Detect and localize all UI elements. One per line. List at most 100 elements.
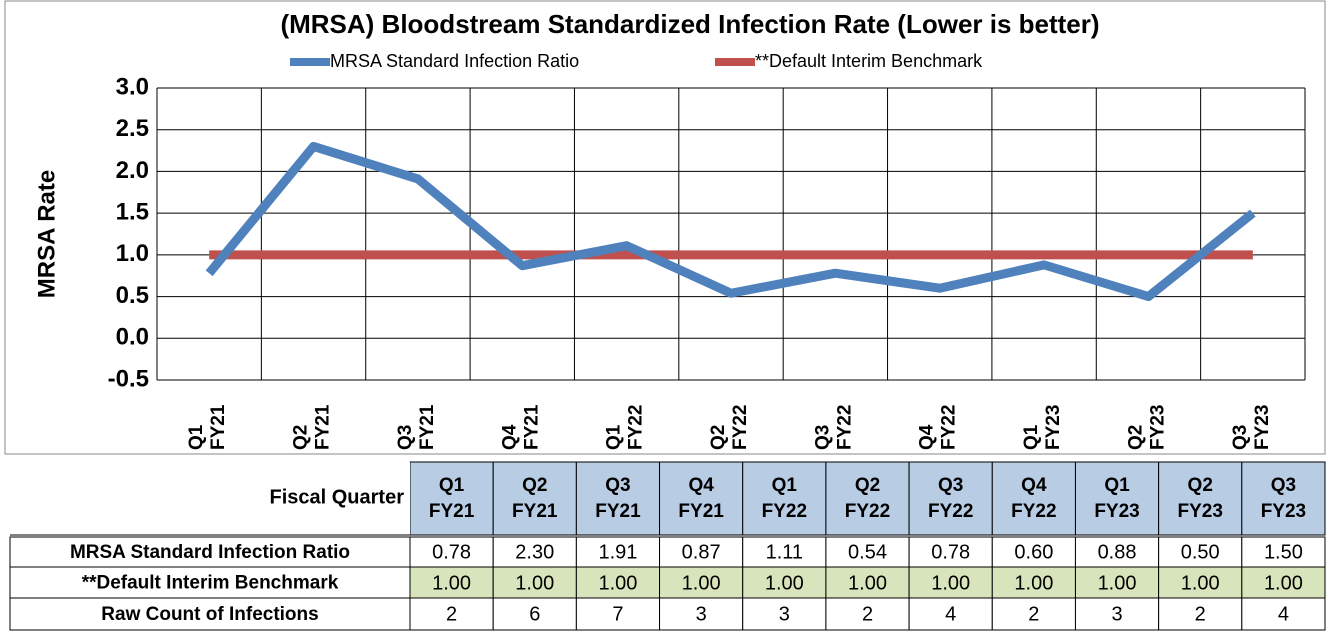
- table-value: 3: [696, 603, 707, 625]
- x-tick-label: Q1FY22: [604, 405, 647, 450]
- x-tick-label: Q2FY21: [291, 404, 334, 450]
- y-axis-label: MRSA Rate: [33, 170, 60, 298]
- table-cell: [742, 461, 827, 536]
- table-value: 6: [529, 603, 540, 625]
- table-cell: [1074, 597, 1160, 631]
- table-row-label: Raw Count of Infections: [101, 604, 318, 625]
- table-cell: [1241, 461, 1326, 536]
- table-value: 2.30: [515, 541, 554, 563]
- table-value: 0.78: [432, 541, 471, 563]
- table-header: Q2 FY22: [845, 475, 890, 522]
- table-cell: [742, 597, 827, 631]
- table-header: Q4 FY21: [678, 475, 724, 522]
- table-value: 1.00: [1181, 572, 1220, 594]
- table-value: 1.00: [598, 572, 637, 594]
- x-tick-label: Q4FY21: [499, 404, 542, 450]
- table-cell: [908, 597, 993, 631]
- table-header: Q1 FY21: [429, 475, 475, 522]
- y-tick-label: 0.5: [116, 282, 149, 309]
- table-row-label-cell: [9, 597, 411, 631]
- table-cell: [908, 536, 993, 568]
- table-header: Q3 FY21: [595, 475, 641, 522]
- table-value: 4: [945, 603, 956, 625]
- table-cell: [1074, 461, 1160, 536]
- table-value: 1.00: [432, 572, 471, 594]
- table-cell: [1158, 461, 1243, 536]
- x-tick-label: Q1FY23: [1021, 405, 1064, 450]
- table-cell: [575, 597, 661, 631]
- table-row-label-cell: [9, 536, 411, 568]
- table-value: 0.87: [682, 541, 721, 563]
- y-tick-label: 1.0: [116, 240, 149, 267]
- table-value: 7: [612, 603, 623, 625]
- x-tick-label: Q3FY22: [812, 405, 855, 450]
- y-tick-label: 2.5: [116, 115, 149, 142]
- table-value: 1.00: [1098, 572, 1137, 594]
- table-cell: [991, 536, 1076, 568]
- legend-label: **Default Interim Benchmark: [755, 51, 983, 71]
- table-cell: [825, 597, 910, 631]
- table-value: 2: [1195, 603, 1206, 625]
- y-tick-label: 2.0: [116, 157, 149, 184]
- table-header: Q2 FY23: [1178, 475, 1223, 522]
- table-cell: [575, 536, 661, 568]
- table-value: 1.00: [515, 572, 554, 594]
- table-header: Q1 FY23: [1094, 475, 1139, 522]
- table-value: 0.60: [1014, 541, 1053, 563]
- table-value: 2: [1028, 603, 1039, 625]
- table-value: 1.50: [1264, 541, 1303, 563]
- table-value: 3: [779, 603, 790, 625]
- x-tick-label: Q3FY21: [395, 404, 438, 450]
- table-header: Q3 FY22: [928, 475, 973, 522]
- table-cell: [1241, 536, 1326, 568]
- table-value: 1.00: [682, 572, 721, 594]
- table-cell: [575, 461, 661, 536]
- table-cell: [409, 536, 494, 568]
- table-cell: [492, 536, 577, 568]
- y-tick-label: -0.5: [108, 365, 149, 392]
- table-cell: [991, 461, 1076, 536]
- chart-title: (MRSA) Bloodstream Standardized Infectio…: [280, 9, 1099, 39]
- table-value: 1.00: [1014, 572, 1053, 594]
- table-corner: Fiscal Quarter: [269, 486, 404, 508]
- table-value: 2: [446, 603, 457, 625]
- table-cell: [908, 461, 993, 536]
- table-row-label-cell: [9, 566, 411, 599]
- chart-border: [4, 0, 1326, 455]
- table-value: 0.50: [1181, 541, 1220, 563]
- table-cell: [1158, 597, 1243, 631]
- table-value: 4: [1278, 603, 1289, 625]
- table-cell: [409, 461, 494, 536]
- x-tick-label: Q1FY21: [186, 404, 229, 450]
- table-value: 0.88: [1098, 541, 1137, 563]
- table-value: 0.54: [848, 541, 887, 563]
- y-tick-label: 3.0: [116, 73, 149, 100]
- table-value: 1.00: [1264, 572, 1303, 594]
- table-value: 3: [1111, 603, 1122, 625]
- table-value: 0.78: [931, 541, 970, 563]
- table-cell: [1241, 597, 1326, 631]
- table-cell: [742, 566, 827, 599]
- x-tick-label: Q2FY23: [1125, 405, 1168, 450]
- table-header: Q3 FY23: [1261, 475, 1306, 522]
- table-header: Q4 FY22: [1011, 475, 1056, 522]
- table-cell: [659, 536, 744, 568]
- table-row-label-cell: [10, 462, 410, 535]
- y-tick-label: 1.5: [116, 198, 149, 225]
- table-row-label: **Default Interim Benchmark: [82, 573, 339, 594]
- table-cell: [659, 566, 744, 599]
- table-value: 1.11: [766, 541, 803, 563]
- table-value: 1.00: [765, 572, 804, 594]
- table-cell: [742, 536, 827, 568]
- table-cell: [659, 461, 744, 536]
- table-cell: [1158, 536, 1243, 568]
- table-row-label: MRSA Standard Infection Ratio: [70, 542, 350, 563]
- table-cell: [1074, 536, 1160, 568]
- x-tick-label: Q2FY22: [708, 405, 751, 450]
- table-cell: [575, 566, 661, 599]
- x-tick-label: Q3FY23: [1230, 405, 1273, 450]
- table-header: Q2 FY21: [512, 475, 558, 522]
- table-header: Q1 FY22: [762, 475, 807, 522]
- table-value: 1.00: [931, 572, 970, 594]
